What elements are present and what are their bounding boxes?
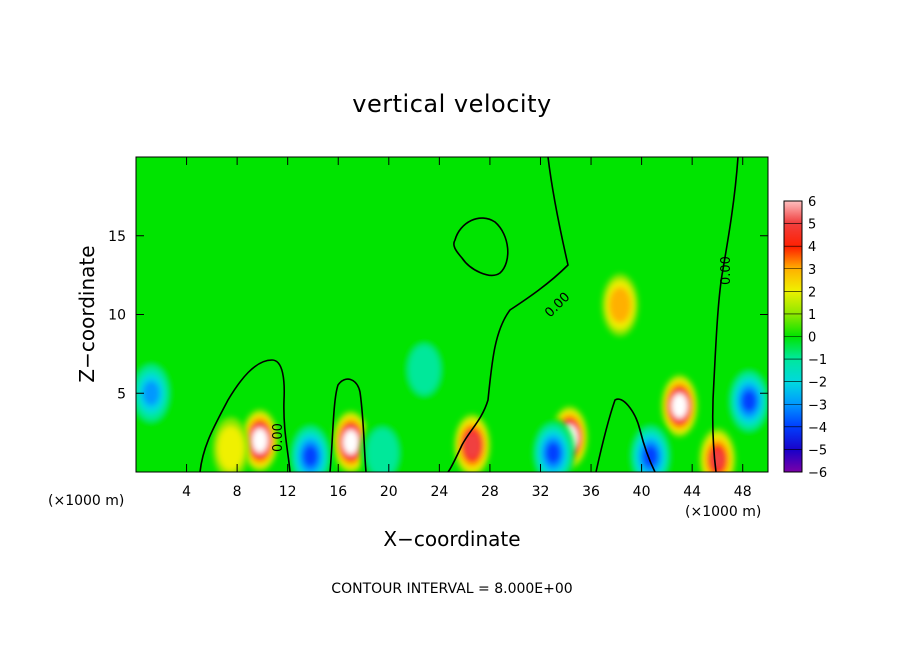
field-feature	[531, 418, 576, 472]
zero-contour-line	[199, 359, 291, 472]
field-feature	[628, 421, 673, 472]
field-contour-band	[612, 293, 628, 317]
x-axis-unit: (×1000 m)	[685, 504, 761, 520]
field-contour-band	[710, 449, 725, 470]
field-contour-band	[414, 354, 435, 385]
field-contour-band	[741, 390, 757, 413]
field-contour-band	[465, 435, 479, 455]
colorbar-tick-label: 1	[808, 308, 816, 323]
colorbar-tick-label: 4	[808, 240, 816, 255]
x-tick-label: 36	[582, 484, 600, 500]
x-tick-label: 20	[380, 484, 398, 500]
zero-contour-line	[447, 157, 569, 472]
y-tick-label: 5	[117, 386, 126, 402]
field-feature	[454, 414, 491, 472]
colorbar-tick-label: 5	[808, 218, 816, 233]
colorbar-tick-label: 6	[808, 195, 816, 210]
y-axis-unit: (×1000 m)	[48, 493, 124, 509]
colorbar-ticks: 6 5 4 3 2 1 0 −1 −2 −3 −4 −5 −6	[784, 195, 827, 481]
colorbar-tick-label: 2	[808, 285, 816, 300]
field-contour-band	[302, 445, 319, 468]
field-feature	[212, 417, 249, 472]
field-contour-band	[253, 431, 266, 450]
contour-label: 0.00	[719, 256, 734, 285]
x-tick-label: 48	[734, 484, 752, 500]
chart-title: vertical velocity	[352, 90, 551, 118]
x-tick-label: 16	[329, 484, 347, 500]
colorbar-tick-label: 3	[808, 263, 816, 278]
field-feature	[288, 421, 333, 472]
x-tick-label: 12	[279, 484, 297, 500]
colorbar-tick-label: −4	[808, 421, 827, 436]
x-tick-label: 32	[532, 484, 550, 500]
y-axis-ticks: 5 10 15	[108, 229, 768, 402]
field-feature	[360, 418, 405, 472]
field-feature	[402, 334, 447, 405]
contour-label: 0.00	[271, 423, 286, 452]
plot-background	[136, 157, 768, 472]
colorbar-tick-label: −5	[808, 443, 827, 458]
zero-contour-line	[595, 398, 656, 472]
colorbar-tick-label: −1	[808, 353, 827, 368]
colorbar-tick-label: −6	[808, 466, 827, 481]
field-contour-band	[372, 438, 393, 469]
zero-contour-line	[329, 378, 367, 472]
field-feature	[602, 274, 639, 337]
x-axis-title: X−coordinate	[383, 527, 520, 551]
x-tick-label: 24	[430, 484, 448, 500]
x-tick-label: 40	[633, 484, 651, 500]
colorbar-tick-label: −2	[808, 376, 827, 391]
x-axis-ticks: 4 8 12 16 20 24 28 32 36 40 44 48	[182, 157, 752, 500]
colorbar-tick-label: 0	[808, 331, 816, 346]
y-tick-label: 10	[108, 308, 126, 324]
colorbar: 6 5 4 3 2 1 0 −1 −2 −3 −4 −5 −6	[783, 195, 827, 481]
field-contour-band	[545, 442, 561, 465]
field-contour-band	[344, 433, 357, 451]
field-feature	[332, 411, 369, 472]
zero-contours	[199, 157, 739, 472]
field-feature	[241, 409, 278, 472]
x-tick-label: 8	[233, 484, 242, 500]
y-axis-title: Z−coordinate	[75, 245, 99, 382]
zero-contour-line	[453, 217, 509, 277]
zero-contour-line	[711, 157, 739, 472]
velocity-field	[136, 274, 768, 472]
field-feature	[136, 358, 174, 429]
field-feature	[727, 366, 768, 437]
colorbar-tick-label: −3	[808, 398, 827, 413]
y-tick-label: 15	[108, 229, 126, 245]
field-contour-band	[142, 380, 160, 406]
field-feature	[699, 428, 736, 472]
x-tick-label: 44	[683, 484, 701, 500]
field-contour-band	[222, 434, 240, 463]
field-contour-band	[673, 397, 686, 415]
x-tick-label: 4	[182, 484, 191, 500]
field-feature	[661, 374, 698, 437]
x-tick-label: 28	[481, 484, 499, 500]
contour-interval-note: CONTOUR INTERVAL = 8.000E+00	[331, 581, 572, 597]
